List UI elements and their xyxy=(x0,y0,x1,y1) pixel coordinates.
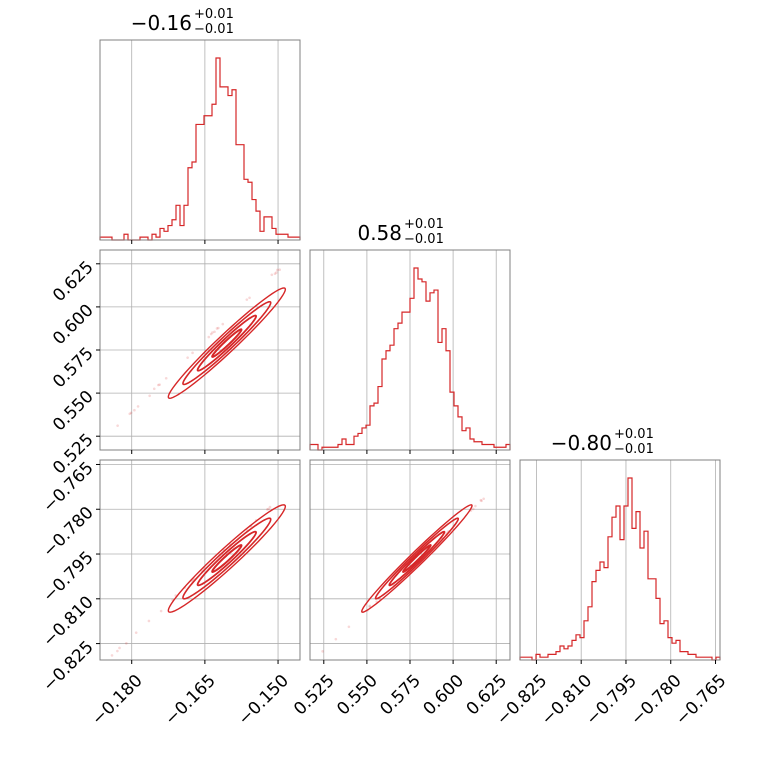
x-tick-label: 0.525 xyxy=(290,671,339,720)
panel-grid-0-0 xyxy=(131,40,279,240)
panel-grid-2-0 xyxy=(100,460,300,660)
scatter-point xyxy=(267,507,270,511)
x-tick-label: 0.550 xyxy=(333,671,382,720)
x-tick-label: −0.765 xyxy=(672,671,731,730)
scatter-point xyxy=(129,411,133,415)
panel-frame-2-0 xyxy=(99,459,301,661)
grid-layer xyxy=(100,40,716,660)
scatter-point xyxy=(164,376,168,380)
scatter-point xyxy=(125,642,128,645)
histogram-1 xyxy=(309,267,511,451)
scatter-point xyxy=(334,637,338,641)
contour-2-2 xyxy=(374,517,460,600)
y-tick-label: 0.625 xyxy=(49,257,98,306)
title-plus-1: +0.01 xyxy=(404,217,444,232)
scatter-point xyxy=(321,650,324,653)
panel-frame-0-0 xyxy=(99,39,301,241)
title-minus-2: −0.01 xyxy=(614,442,654,457)
scatter-point xyxy=(136,405,140,408)
scatter-point xyxy=(479,498,483,502)
scatter-point xyxy=(268,505,272,509)
scatter-point xyxy=(480,499,483,503)
scatter-point xyxy=(207,335,211,339)
title-minus-1: −0.01 xyxy=(404,232,444,247)
panel-frame-2-2 xyxy=(519,459,721,661)
panel-grid-1-0 xyxy=(100,250,300,450)
scatter-point xyxy=(152,387,156,391)
contour-1-2 xyxy=(182,517,272,600)
x-tick-label: 0.575 xyxy=(376,671,425,720)
title-plus-0: +0.01 xyxy=(194,7,234,22)
title-minus-0: −0.01 xyxy=(194,22,234,37)
x-tick-label: 0.600 xyxy=(420,671,469,720)
contour-2-1 xyxy=(388,530,446,587)
scatter-point xyxy=(158,383,161,386)
scatter-point xyxy=(276,268,279,272)
scatter-point xyxy=(147,619,151,623)
scatter-point xyxy=(128,412,132,416)
scatter-point xyxy=(211,331,214,334)
scatter-point xyxy=(221,322,225,326)
scatter-point xyxy=(134,631,138,634)
x-tick-label: −0.165 xyxy=(161,671,220,730)
histogram-0 xyxy=(99,57,301,241)
scatter-point xyxy=(482,497,485,501)
contour-1-3 xyxy=(167,504,287,613)
y-tick-label: 0.575 xyxy=(49,344,98,393)
scatter-point xyxy=(110,654,114,657)
x-tick-label: −0.180 xyxy=(88,671,147,730)
scatter-point xyxy=(118,646,121,650)
scatter-point xyxy=(217,326,220,330)
scatter-point xyxy=(368,604,371,608)
scatter-point xyxy=(148,394,151,398)
scatter-point xyxy=(474,504,477,508)
contour-0-2 xyxy=(182,300,272,386)
scatter-point xyxy=(266,508,269,511)
scatter-point xyxy=(157,383,160,387)
tick-layer xyxy=(96,240,717,664)
y-tick-label: 0.550 xyxy=(49,387,98,436)
scatter-point xyxy=(215,327,219,330)
scatter-point xyxy=(245,298,249,301)
scatter-point xyxy=(186,356,189,359)
scatter-point xyxy=(347,625,351,629)
contour-2-3 xyxy=(361,504,473,613)
y-tick-label: 0.600 xyxy=(49,300,98,349)
title-layer: −0.16 +0.01−0.010.58 +0.01−0.01−0.80 +0.01−… xyxy=(131,7,654,457)
scatter-point xyxy=(191,351,194,355)
panel-grid-2-2 xyxy=(536,460,716,660)
scatter-point xyxy=(116,649,119,653)
contour-0-3 xyxy=(167,287,287,399)
scatter-point xyxy=(116,424,119,427)
contour-0-0 xyxy=(211,328,243,358)
x-tick-label: −0.150 xyxy=(234,671,293,730)
histogram-2 xyxy=(519,477,721,661)
contour-0-1 xyxy=(196,314,258,372)
scatter-point xyxy=(209,332,213,336)
contour-1-0 xyxy=(211,544,243,573)
contour-2-0 xyxy=(402,544,432,573)
scatter-point xyxy=(273,272,277,276)
title-value-2: −0.80 xyxy=(551,431,612,455)
title-value-1: 0.58 xyxy=(357,221,402,245)
scatter-point xyxy=(159,609,163,613)
scatter-point xyxy=(248,296,251,300)
scatter-point xyxy=(133,408,136,412)
scatter-point xyxy=(213,330,216,334)
scatter-point xyxy=(270,273,274,277)
scatter-point xyxy=(278,268,281,272)
title-plus-2: +0.01 xyxy=(614,427,654,442)
contour-1-1 xyxy=(196,530,258,587)
title-value-0: −0.16 xyxy=(131,11,192,35)
scatter-point xyxy=(275,271,278,274)
panel-grid-1-1 xyxy=(323,250,497,450)
tick-label-layer: −0.180 −0.165 −0.1500.5250.5500.5750.6000.… xyxy=(39,257,730,729)
scatter-point xyxy=(471,507,475,511)
